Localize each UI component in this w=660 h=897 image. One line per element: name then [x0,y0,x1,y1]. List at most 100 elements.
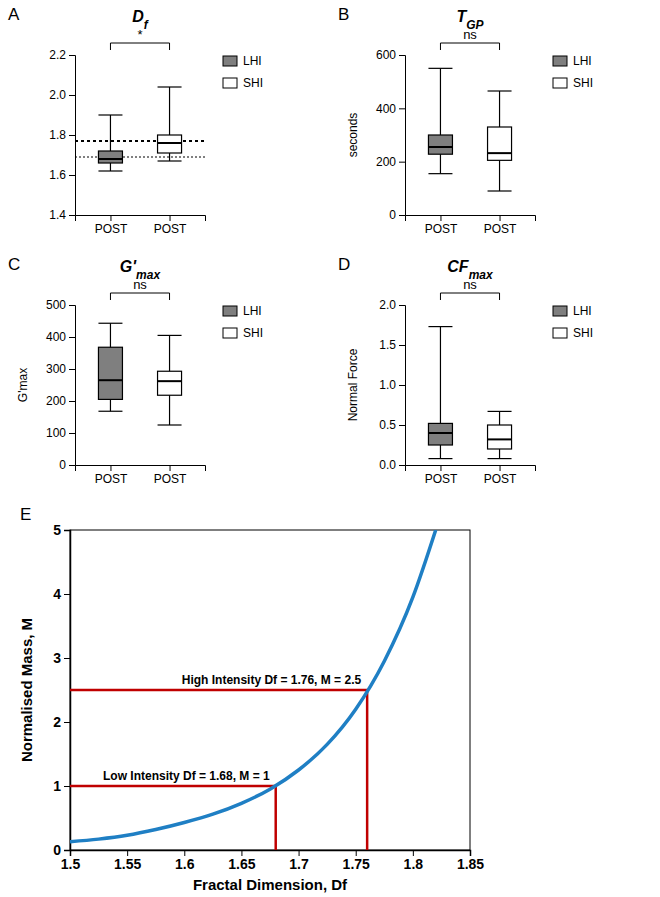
y-axis-tick-label: 1.8 [49,128,66,142]
y-axis-tick: 3 [53,650,70,666]
x-axis-tick-label: POST [95,472,128,486]
x-axis-tick-label: 1.75 [343,856,370,872]
box [98,323,122,411]
title-subscript: f [144,18,149,32]
y-axis-tick-label: 100 [46,426,66,440]
y-axis-tick-label: 1.5 [379,338,396,352]
y-axis-tick-label: 200 [46,394,66,408]
y-axis: 0 200 400 600 [376,48,406,222]
x-axis: 1.51.551.61.651.71.751.81.85 [61,850,485,872]
y-axis-tick-mark [69,95,75,96]
x-axis-tick-label: POST [154,472,187,486]
whisker-cap [158,160,182,161]
y-axis-tick-label: 200 [376,155,396,169]
legend-swatch [223,56,237,66]
plot-area [75,87,205,171]
x-axis-tick-mark [500,215,501,221]
legend-label: SHI [573,76,593,90]
significance-bracket [110,293,169,300]
whisker-cap [488,190,512,191]
whisker-cap [488,458,512,459]
whisker-cap [428,326,452,327]
y-axis-tick-label: 5 [53,522,61,538]
x-axis-tick: 1.8 [404,850,424,872]
y-axis-tick-mark [399,305,405,306]
y-axis-tick-mark [399,465,405,466]
x-axis-tick-mark [110,465,111,471]
y-axis-tick: 0.0 [379,458,405,472]
y-axis: 0.0 0.5 1.0 1.5 2.0 [379,298,405,472]
y-axis-tick-mark [69,135,75,136]
significance-bracket [440,43,499,50]
x-axis-title: Fractal Dimension, Df [193,876,348,893]
median [488,152,512,154]
box [428,327,452,459]
x-axis-tick-label: 1.85 [457,856,484,872]
x-axis-tick: 1.5 [61,850,81,872]
box-body [158,135,182,153]
y-axis-tick-label: 400 [46,330,66,344]
box [488,411,512,458]
panel: CG'max0100200300400500POSTPOSTG'maxnsLHI… [8,255,263,486]
y-axis-tick: 1.5 [379,338,405,352]
y-axis-tick-label: 0.5 [379,418,396,432]
reference-line [75,140,205,142]
y-axis-tick: 0 [59,458,75,472]
x-axis-tick: POST [484,465,517,486]
significance-label: ns [133,277,147,292]
x-axis-tick: POST [154,465,187,486]
y-axis-tick: 100 [46,426,75,440]
legend-swatch [223,78,237,88]
figure: ADf1.41.61.82.02.2POSTPOST*LHISHIBTGP020… [0,0,660,897]
y-axis-tick-label: 0 [389,208,396,222]
y-axis-tick: 2 [53,714,70,730]
panel: ADf1.41.61.82.02.2POSTPOST*LHISHI [8,5,263,236]
y-axis-tick: 1.0 [379,378,405,392]
y-axis-tick-label: 2.0 [379,298,396,312]
y-axis-tick: 400 [376,102,405,116]
y-axis-tick-label: 300 [46,362,66,376]
panel-letter: D [338,255,350,274]
y-axis-tick: 500 [46,298,75,312]
title-main: D [132,8,144,25]
significance-label: ns [463,27,477,42]
x-axis-line [406,216,536,222]
y-axis: 0 100 200 300 400 500 [46,298,76,472]
y-axis-tick-mark [399,345,405,346]
annotation-hline [70,689,367,692]
panel-letter: C [8,255,20,274]
significance-bracket [110,43,169,50]
x-axis-tick: POST [95,215,128,236]
whisker-cap [158,335,182,336]
x-axis-tick-label: POST [484,222,517,236]
y-axis-line [69,56,76,216]
title-main: CF [447,258,470,275]
y-axis-line [69,306,76,466]
legend-label: SHI [243,76,263,90]
x-axis-tick-label: 1.6 [175,856,195,872]
y-axis-tick-label: 0 [59,458,66,472]
line [70,530,436,842]
y-axis-tick-label: 600 [376,48,396,62]
whisker-cap [428,458,452,459]
legend-label: LHI [573,304,592,318]
y-axis-tick-label: 400 [376,102,396,116]
x-axis-tick: POST [425,465,458,486]
whisker-cap [98,323,122,324]
x-axis-tick-mark [110,215,111,221]
box [488,91,512,191]
y-axis: 1.41.61.82.02.2 [49,48,75,222]
plot-area [428,68,511,191]
y-axis-tick-label: 1 [53,778,61,794]
panel-letter: E [20,505,31,524]
panel: BTGP0200400600POSTPOSTsecondsnsLHISHI [338,5,593,236]
y-axis-title: G'max [16,368,30,402]
plot-area [428,327,511,459]
y-axis-tick: 200 [376,155,405,169]
x-axis-tick-label: POST [425,222,458,236]
y-axis-tick-mark [64,722,70,723]
x-axis-tick-label: 1.7 [289,856,309,872]
x-axis-tick: 1.65 [228,850,255,872]
x-axis: POST POST [406,215,536,236]
whisker-cap [428,68,452,69]
